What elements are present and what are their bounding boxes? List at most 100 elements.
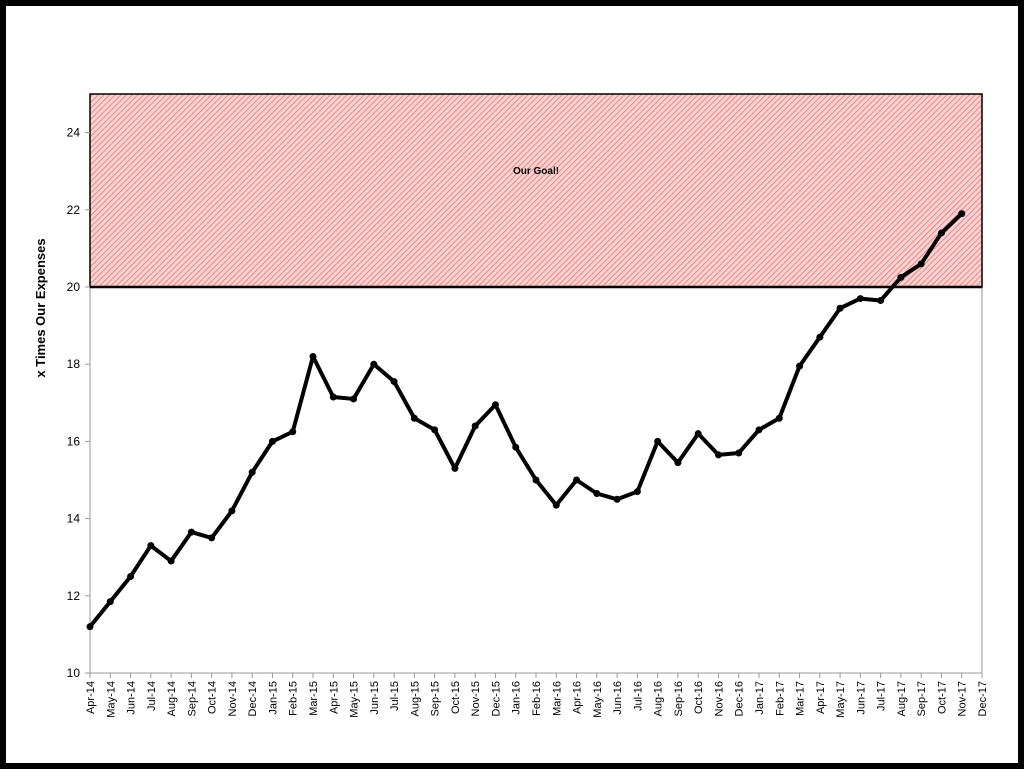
x-tick-label: Jun-17 [855,681,867,715]
point [775,414,783,422]
y-tick-label: 16 [67,434,81,448]
x-tick-label: Jul-16 [632,681,644,711]
point [917,260,925,268]
x-tick-label: Dec-17 [977,681,989,716]
point [532,476,540,484]
point [552,501,560,509]
point [431,426,439,434]
x-tick-label: Nov-14 [227,681,239,716]
point [329,393,337,401]
y-tick-label: 20 [67,280,81,294]
x-tick-label: Jan-16 [511,681,523,715]
point [958,210,966,218]
y-tick-label: 14 [67,512,81,526]
y-tick-label: 24 [67,126,81,140]
x-tick-label: Mar-17 [795,681,807,716]
x-tick-label: May-16 [592,681,604,718]
point [187,528,195,536]
x-tick-label: Sep-17 [916,681,928,716]
point [836,304,844,312]
x-tick-label: Jun-15 [369,681,381,715]
x-tick-label: Jun-16 [612,681,624,715]
x-tick-label: Aug-16 [653,681,665,716]
point [877,297,885,305]
point [856,295,864,303]
x-tick-label: Sep-15 [430,681,442,716]
x-tick-label: May-14 [105,681,117,718]
x-tick-label: Oct-16 [693,681,705,714]
point [410,414,418,422]
point [167,557,175,565]
y-tick-label: 12 [67,589,81,603]
line [88,212,964,628]
x-tick-label: May-15 [349,681,361,718]
x-tick-label: Jul-15 [389,681,401,711]
x-tick-label: Mar-15 [308,681,320,716]
point [491,401,499,409]
point [451,464,459,472]
point [816,333,824,341]
point [796,362,804,370]
x-tick-label: Feb-16 [531,681,543,716]
point [573,476,581,484]
point [897,273,905,281]
x-tick-label: Aug-17 [896,681,908,716]
point [654,437,662,445]
y-tick-label: 18 [67,357,81,371]
y-tick-label: 22 [67,203,81,217]
x-tick-label: Apr-17 [815,681,827,714]
point [350,395,358,403]
point [633,488,641,496]
x-tick-label: Aug-14 [166,681,178,716]
point [289,428,297,436]
y-tick-label: 10 [67,666,81,680]
point [309,352,317,360]
x-tick-label: Feb-17 [774,681,786,716]
point [127,573,135,580]
goal-band [89,93,983,288]
point [268,437,276,445]
x-tick-label: Oct-15 [450,681,462,714]
point [714,451,722,459]
point [248,468,256,476]
point [370,360,378,368]
y-axis-label: x Times Our Expenses [33,238,48,377]
x-tick-label: Nov-17 [957,681,969,716]
x-tick-label: Sep-16 [673,681,685,716]
point [208,534,216,542]
point [86,623,94,631]
x-tick-label: Apr-16 [572,681,584,714]
point [593,490,601,498]
x-tick-label: Sep-14 [186,681,198,716]
x-tick-label: Jul-17 [876,681,888,711]
x-tick-label: Feb-15 [288,681,300,716]
point [390,378,398,386]
point [937,229,945,237]
x-tick-label: Nov-15 [470,681,482,716]
x-tick-label: Oct-17 [936,681,948,714]
x-tick-label: Jun-14 [126,681,138,715]
x-tick-label: Jan-15 [267,681,279,715]
point [694,430,702,438]
x-tick-label: Mar-16 [551,681,563,716]
x-tick-label: Dec-15 [490,681,502,716]
x-tick-label: Nov-16 [713,681,725,716]
point [674,459,682,467]
point [106,598,114,606]
x-tick-label: Apr-15 [328,681,340,714]
x-tick-label: Apr-14 [85,681,97,714]
x-tick-label: Dec-14 [247,681,259,716]
point [755,426,763,434]
x-tick-label: Dec-16 [734,681,746,716]
point [147,542,155,550]
point [735,449,743,457]
x-tick-label: Oct-14 [207,681,219,714]
point [613,495,621,503]
point [228,507,236,515]
x-tick-label: Jul-14 [146,681,158,711]
x-tick-label: Jan-17 [754,681,766,715]
point [512,443,520,451]
x-tick-label: May-17 [835,681,847,718]
goal-label: Our Goal! [513,166,559,177]
